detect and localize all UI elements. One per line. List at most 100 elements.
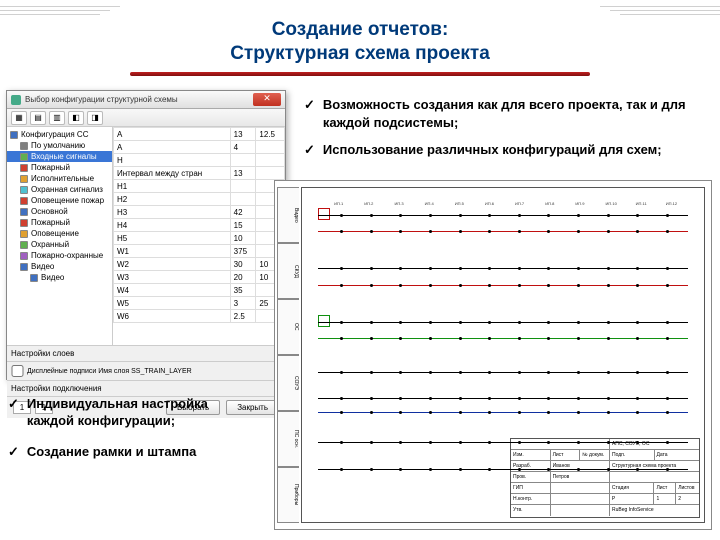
grid-row[interactable]: A4	[114, 141, 285, 154]
schematic-node-icon	[459, 371, 462, 374]
tree-color-icon	[20, 164, 28, 172]
close-button[interactable]: ✕	[253, 93, 281, 106]
grid-cell[interactable]	[230, 180, 256, 193]
tree-item[interactable]: Входные сигналы	[7, 151, 112, 162]
grid-cell[interactable]: 15	[230, 219, 256, 232]
toolbar-button-4[interactable]: ◨	[87, 111, 103, 125]
grid-cell[interactable]: H5	[114, 232, 231, 245]
grid-cell[interactable]: 13	[230, 167, 256, 180]
grid-cell[interactable]: W2	[114, 258, 231, 271]
schematic-node-icon	[636, 214, 639, 217]
tree-item[interactable]: Видео	[7, 261, 112, 272]
schematic-line	[318, 338, 688, 339]
grid-cell[interactable]: 13	[230, 128, 256, 141]
tree-item[interactable]: Видео	[7, 272, 112, 283]
grid-row[interactable]: H342	[114, 206, 285, 219]
dialog-titlebar[interactable]: Выбор конфигурации структурной схемы ✕	[7, 91, 285, 109]
schematic-node-icon	[518, 230, 521, 233]
grid-row[interactable]: W62.5	[114, 310, 285, 323]
stamp-cell: № докум.	[580, 450, 610, 460]
grid-cell[interactable]: W4	[114, 284, 231, 297]
schematic-node-icon	[340, 441, 343, 444]
schematic-node-icon	[370, 321, 373, 324]
grid-cell[interactable]: 42	[230, 206, 256, 219]
tree-item[interactable]: Пожарный	[7, 217, 112, 228]
grid-row[interactable]: W1375	[114, 245, 285, 258]
bullet-item: ✓Создание рамки и штампа	[8, 444, 208, 461]
grid-row[interactable]: H	[114, 154, 285, 167]
grid-cell[interactable]	[230, 193, 256, 206]
grid-cell[interactable]: 3	[230, 297, 256, 310]
schematic-node-icon	[607, 284, 610, 287]
grid-cell[interactable]: 375	[230, 245, 256, 258]
toolbar-button-2[interactable]: ▥	[49, 111, 65, 125]
schematic-node-icon	[429, 321, 432, 324]
schematic-node-icon	[429, 441, 432, 444]
schematic-node-icon	[459, 230, 462, 233]
grid-row[interactable]: A1312.5	[114, 128, 285, 141]
grid-cell[interactable]: W1	[114, 245, 231, 258]
tree-item[interactable]: По умолчанию	[7, 140, 112, 151]
schematic-node-icon	[547, 230, 550, 233]
tree-item[interactable]: Охранная сигнализ	[7, 184, 112, 195]
grid-cell[interactable]: 30	[230, 258, 256, 271]
schematic-label: ИП.9	[575, 201, 584, 206]
param-grid[interactable]: A1312.5A4HИнтервал между стран13H1H2H342…	[113, 127, 285, 345]
schematic-node-icon	[429, 411, 432, 414]
grid-cell[interactable]: H4	[114, 219, 231, 232]
grid-row[interactable]: H2	[114, 193, 285, 206]
grid-row[interactable]: H1	[114, 180, 285, 193]
tree-item[interactable]: Оповещение пожар	[7, 195, 112, 206]
toolbar-button-1[interactable]: ▤	[30, 111, 46, 125]
grid-cell[interactable]	[230, 154, 256, 167]
grid-cell[interactable]: H3	[114, 206, 231, 219]
grid-cell[interactable]: Интервал между стран	[114, 167, 231, 180]
grid-cell[interactable]: 20	[230, 271, 256, 284]
grid-cell[interactable]	[256, 141, 285, 154]
schematic-tab: СКУД	[277, 243, 299, 299]
stamp-cell: 1	[654, 494, 676, 504]
grid-cell[interactable]: H2	[114, 193, 231, 206]
schematic-node-icon	[429, 214, 432, 217]
toolbar-button-0[interactable]: ▦	[11, 111, 27, 125]
tree-item[interactable]: Исполнительные	[7, 173, 112, 184]
schematic-node-icon	[340, 214, 343, 217]
grid-cell[interactable]: H1	[114, 180, 231, 193]
grid-cell[interactable]: W6	[114, 310, 231, 323]
cancel-button[interactable]: Закрыть	[226, 400, 279, 415]
grid-cell[interactable]: A	[114, 128, 231, 141]
display-labels-checkbox[interactable]	[11, 365, 24, 377]
grid-cell[interactable]: 4	[230, 141, 256, 154]
grid-cell[interactable]	[256, 154, 285, 167]
schematic-node-icon	[607, 411, 610, 414]
grid-cell[interactable]: 35	[230, 284, 256, 297]
grid-row[interactable]: W32010	[114, 271, 285, 284]
schematic-node-icon	[429, 284, 432, 287]
grid-row[interactable]: W435	[114, 284, 285, 297]
grid-cell[interactable]: A	[114, 141, 231, 154]
check-icon: ✓	[8, 444, 19, 461]
tree-item[interactable]: Оповещение	[7, 228, 112, 239]
grid-cell[interactable]: 12.5	[256, 128, 285, 141]
grid-cell[interactable]: W3	[114, 271, 231, 284]
grid-row[interactable]: Интервал между стран13	[114, 167, 285, 180]
grid-cell[interactable]: 2.5	[230, 310, 256, 323]
tree-item[interactable]: Пожарный	[7, 162, 112, 173]
grid-row[interactable]: W23010	[114, 258, 285, 271]
tree-item-label: Пожарный	[31, 163, 70, 172]
grid-row[interactable]: H510	[114, 232, 285, 245]
tree-item[interactable]: Охранный	[7, 239, 112, 250]
grid-row[interactable]: W5325	[114, 297, 285, 310]
tree-item-label: По умолчанию	[31, 141, 85, 150]
tree-item[interactable]: Основной	[7, 206, 112, 217]
schematic-node-icon	[636, 411, 639, 414]
config-tree[interactable]: Конфигурация ССПо умолчаниюВходные сигна…	[7, 127, 113, 345]
tree-item[interactable]: Пожарно-охранные	[7, 250, 112, 261]
toolbar-button-3[interactable]: ◧	[68, 111, 84, 125]
grid-row[interactable]: H415	[114, 219, 285, 232]
tree-item[interactable]: Конфигурация СС	[7, 129, 112, 140]
grid-cell[interactable]: 10	[230, 232, 256, 245]
grid-cell[interactable]: H	[114, 154, 231, 167]
grid-cell[interactable]: W5	[114, 297, 231, 310]
grid-cell[interactable]	[256, 167, 285, 180]
